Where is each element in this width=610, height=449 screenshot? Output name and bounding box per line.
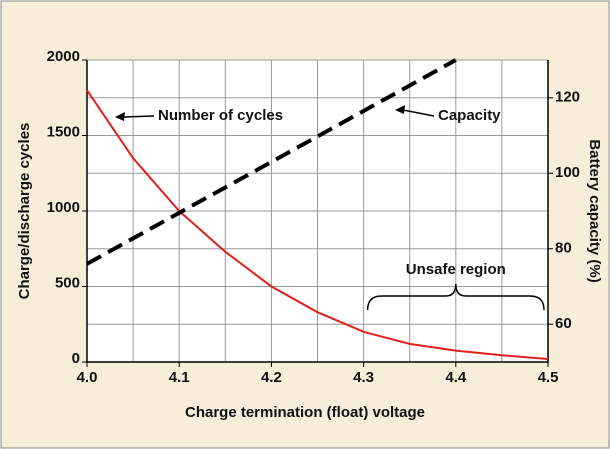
y-tick-label: 1500 [47,123,80,140]
x-tick-label: 4.5 [538,369,559,386]
series-label: Number of cycles [158,107,283,124]
arrowhead [395,105,405,114]
x-tick-label: 4.0 [77,369,98,386]
series-line [86,89,549,360]
x-tick-label: 4.4 [445,369,467,386]
y2-tick-label: 60 [555,315,572,332]
y-tick-label: 0 [72,350,80,367]
y2-tick-label: 120 [555,89,580,106]
x-tick-label: 4.3 [353,369,374,386]
axes [86,60,549,363]
arrowhead [115,112,125,121]
y2-axis-label: Battery capacity (%) [586,139,603,282]
y2-tick-label: 100 [555,164,580,181]
y-tick-label: 500 [55,274,80,291]
series-line [86,58,457,266]
series-label: Capacity [438,107,501,124]
brace [366,283,545,311]
x-tick-label: 4.2 [261,369,282,386]
y-tick-label: 2000 [47,48,80,65]
y-tick-label: 1000 [47,199,80,216]
label-arrow [122,115,155,118]
label-arrow [402,109,435,117]
x-tick-label: 4.1 [169,369,190,386]
y2-tick-label: 80 [555,240,572,257]
annotation: Unsafe region [406,261,506,278]
y-axis-label: Charge/discharge cycles [16,123,33,300]
x-axis-label: Charge termination (float) voltage [185,404,425,421]
